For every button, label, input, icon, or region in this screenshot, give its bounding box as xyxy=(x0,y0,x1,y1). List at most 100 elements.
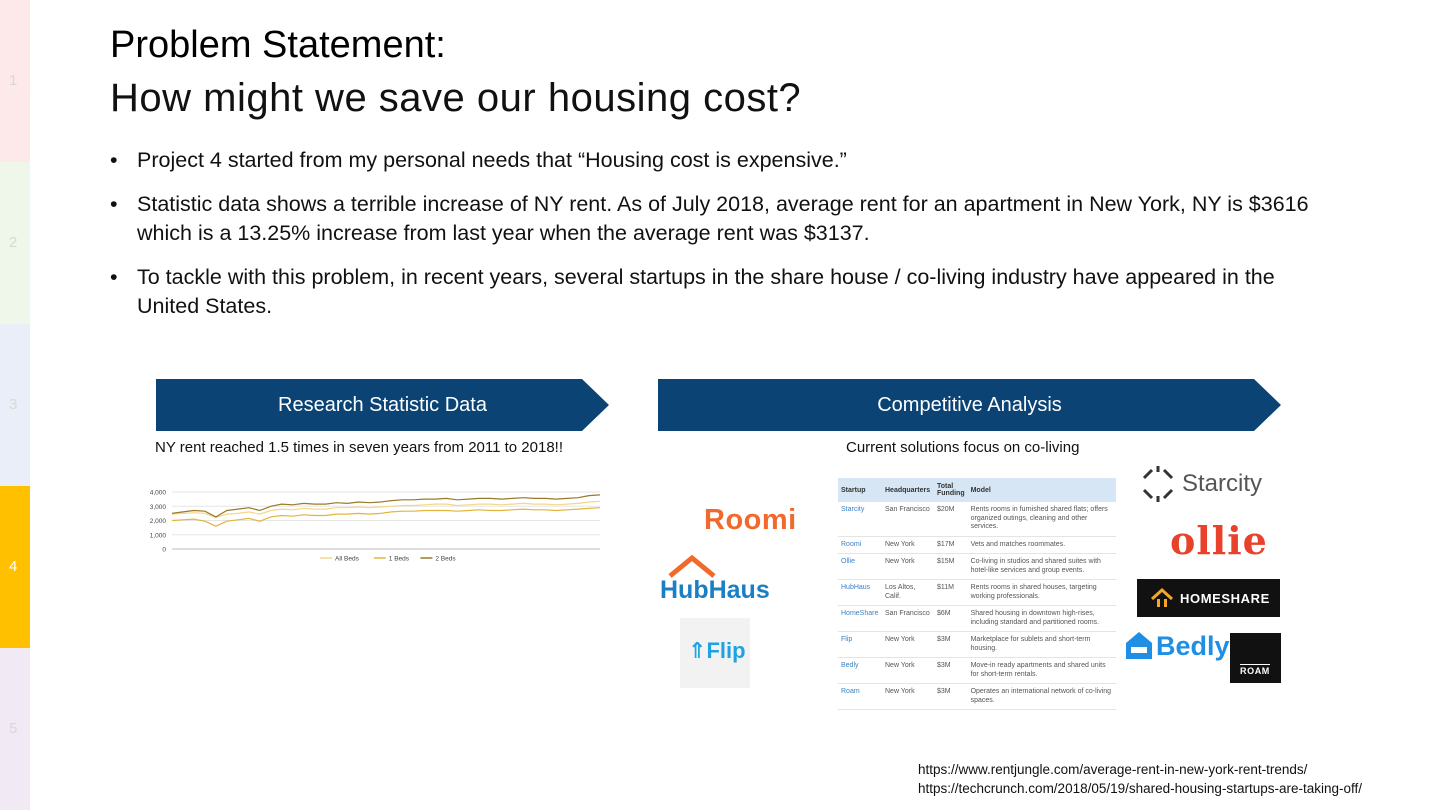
ollie-logo: ollie xyxy=(1170,518,1268,563)
source-links: https://www.rentjungle.com/average-rent-… xyxy=(918,760,1362,798)
table-header-cell: Startup xyxy=(838,478,882,502)
chart-legend-label: 2 Beds xyxy=(435,556,456,563)
rail-section-number: 3 xyxy=(9,396,18,413)
hubhaus-house-icon: HubHaus xyxy=(660,554,770,604)
source-link[interactable]: https://techcrunch.com/2018/05/19/shared… xyxy=(918,781,1362,796)
startup-name-cell[interactable]: Roomi xyxy=(838,536,882,554)
startup-name-cell[interactable]: Bedly xyxy=(838,657,882,684)
startups-table: Startup Headquarters Total Funding Model St… xyxy=(838,478,1116,710)
table-row: Ollie New York $15M Co-living in studios an… xyxy=(838,553,1116,580)
chart-y-tick-label: 4,000 xyxy=(150,490,167,497)
table-cell: Move-in ready apartments and shared unit… xyxy=(967,657,1116,684)
startup-name-cell[interactable]: Starcity xyxy=(838,502,882,537)
rail-section-number: 5 xyxy=(9,720,18,737)
roam-wordmark: ROAM xyxy=(1240,664,1270,676)
table-cell: Co-living in studios and shared suites w… xyxy=(967,553,1116,580)
flip-wordmark: ⇑Flip xyxy=(688,638,746,664)
bullet-item: • To tackle with this problem, in recent … xyxy=(110,263,1310,321)
table-cell: Operates an international network of co-… xyxy=(967,683,1116,710)
table-cell: San Francisco xyxy=(882,502,934,537)
chart-legend-label: All Beds xyxy=(335,556,360,563)
research-banner: Research Statistic Data xyxy=(156,379,609,431)
startup-name-cell[interactable]: Roam xyxy=(838,683,882,710)
table-header-cell: Total Funding xyxy=(934,478,968,502)
table-row: HubHaus Los Altos, Calif. $11M Rents rooms … xyxy=(838,579,1116,606)
bullet-list: • Project 4 started from my personal need… xyxy=(110,146,1310,336)
rail-section-4[interactable]: 4 xyxy=(0,486,30,648)
chart-legend-label: 1 Beds xyxy=(389,556,410,563)
chart-y-tick-label: 2,000 xyxy=(150,518,167,525)
rail-section-number: 2 xyxy=(9,234,18,251)
table-cell: New York xyxy=(882,683,934,710)
table-header-cell: Headquarters xyxy=(882,478,934,502)
table-cell: Los Altos, Calif. xyxy=(882,579,934,606)
hubhaus-logo: HubHaus xyxy=(660,554,770,604)
table-header-row: Startup Headquarters Total Funding Model xyxy=(838,478,1116,502)
flip-label: Flip xyxy=(706,638,746,663)
table-row: Roam New York $3M Operates an international… xyxy=(838,683,1116,710)
chart-series-line xyxy=(171,500,601,519)
roomi-logo: Roomi xyxy=(704,504,797,536)
table-cell: New York xyxy=(882,631,934,658)
table-cell: $3M xyxy=(934,657,968,684)
table-cell: New York xyxy=(882,657,934,684)
table-cell: $17M xyxy=(934,536,968,554)
hubhaus-wordmark: HubHaus xyxy=(660,576,770,602)
table-cell: Rents rooms in shared houses, targeting … xyxy=(967,579,1116,606)
chart-y-tick-label: 0 xyxy=(162,547,166,554)
research-banner-arrow xyxy=(156,379,609,431)
bullet-item: • Project 4 started from my personal need… xyxy=(110,146,1310,175)
homeshare-logo: HOMESHARE xyxy=(1137,579,1280,617)
table-cell: $3M xyxy=(934,683,968,710)
chart-series-line xyxy=(171,507,601,527)
table-row: Bedly New York $3M Move-in ready apartments… xyxy=(838,657,1116,684)
rail-section-3[interactable]: 3 xyxy=(0,324,30,486)
rail-section-5[interactable]: 5 xyxy=(0,648,30,810)
bullet-dot: • xyxy=(110,265,118,289)
roam-logo: ROAM xyxy=(1230,633,1281,683)
bullet-text: To tackle with this problem, in recent y… xyxy=(137,265,1275,318)
table-header-cell: Model xyxy=(967,478,1116,502)
competitive-banner: Competitive Analysis xyxy=(658,379,1281,431)
competitive-caption: Current solutions focus on co-living xyxy=(846,439,1080,456)
chart-series-line xyxy=(171,494,601,518)
competitive-banner-arrow xyxy=(658,379,1281,431)
table-cell: Vets and matches roommates. xyxy=(967,536,1116,554)
startup-name-cell[interactable]: Flip xyxy=(838,631,882,658)
table-cell: Shared housing in downtown high-rises, i… xyxy=(967,605,1116,632)
bullet-dot: • xyxy=(110,148,118,172)
section-rail: 1 2 3 4 5 xyxy=(0,0,30,810)
table-row: Starcity San Francisco $20M Rents rooms in … xyxy=(838,502,1116,537)
rail-section-number: 4 xyxy=(9,558,18,575)
startup-name-cell[interactable]: HubHaus xyxy=(838,579,882,606)
table-cell: $15M xyxy=(934,553,968,580)
rail-section-1[interactable]: 1 xyxy=(0,0,30,162)
chart-y-tick-label: 3,000 xyxy=(150,504,167,511)
table-cell: Rents rooms in furnished shared flats; o… xyxy=(967,502,1116,537)
table-cell: San Francisco xyxy=(882,605,934,632)
source-link[interactable]: https://www.rentjungle.com/average-rent-… xyxy=(918,762,1308,777)
homeshare-house-icon xyxy=(1150,587,1174,607)
rail-section-number: 1 xyxy=(9,72,18,89)
startup-name-cell[interactable]: HomeShare xyxy=(838,605,882,632)
table-cell: Marketplace for sublets and short-term h… xyxy=(967,631,1116,658)
startup-name-cell[interactable]: Ollie xyxy=(838,553,882,580)
table-cell: $20M xyxy=(934,502,968,537)
table-row: HomeShare San Francisco $6M Shared housing … xyxy=(838,605,1116,632)
research-caption: NY rent reached 1.5 times in seven years… xyxy=(155,439,564,456)
starcity-logo: Starcity xyxy=(1138,464,1268,504)
chart-y-tick-label: 1,000 xyxy=(150,532,167,539)
starcity-star-icon xyxy=(1142,466,1174,502)
table-cell: $3M xyxy=(934,631,968,658)
flip-arrow-icon: ⇑ xyxy=(688,638,707,663)
competitive-banner-label: Competitive Analysis xyxy=(877,393,1062,416)
rail-section-2[interactable]: 2 xyxy=(0,162,30,324)
slide-subtitle: How might we save our housing cost? xyxy=(110,76,802,120)
table-cell: New York xyxy=(882,553,934,580)
table-row: Roomi New York $17M Vets and matches roomma… xyxy=(838,536,1116,554)
research-banner-label: Research Statistic Data xyxy=(278,393,487,416)
bedly-wordmark: Bedly xyxy=(1156,631,1230,661)
flip-logo: ⇑Flip xyxy=(680,618,750,688)
homeshare-wordmark: HOMESHARE xyxy=(1180,591,1270,606)
bullet-dot: • xyxy=(110,192,118,216)
